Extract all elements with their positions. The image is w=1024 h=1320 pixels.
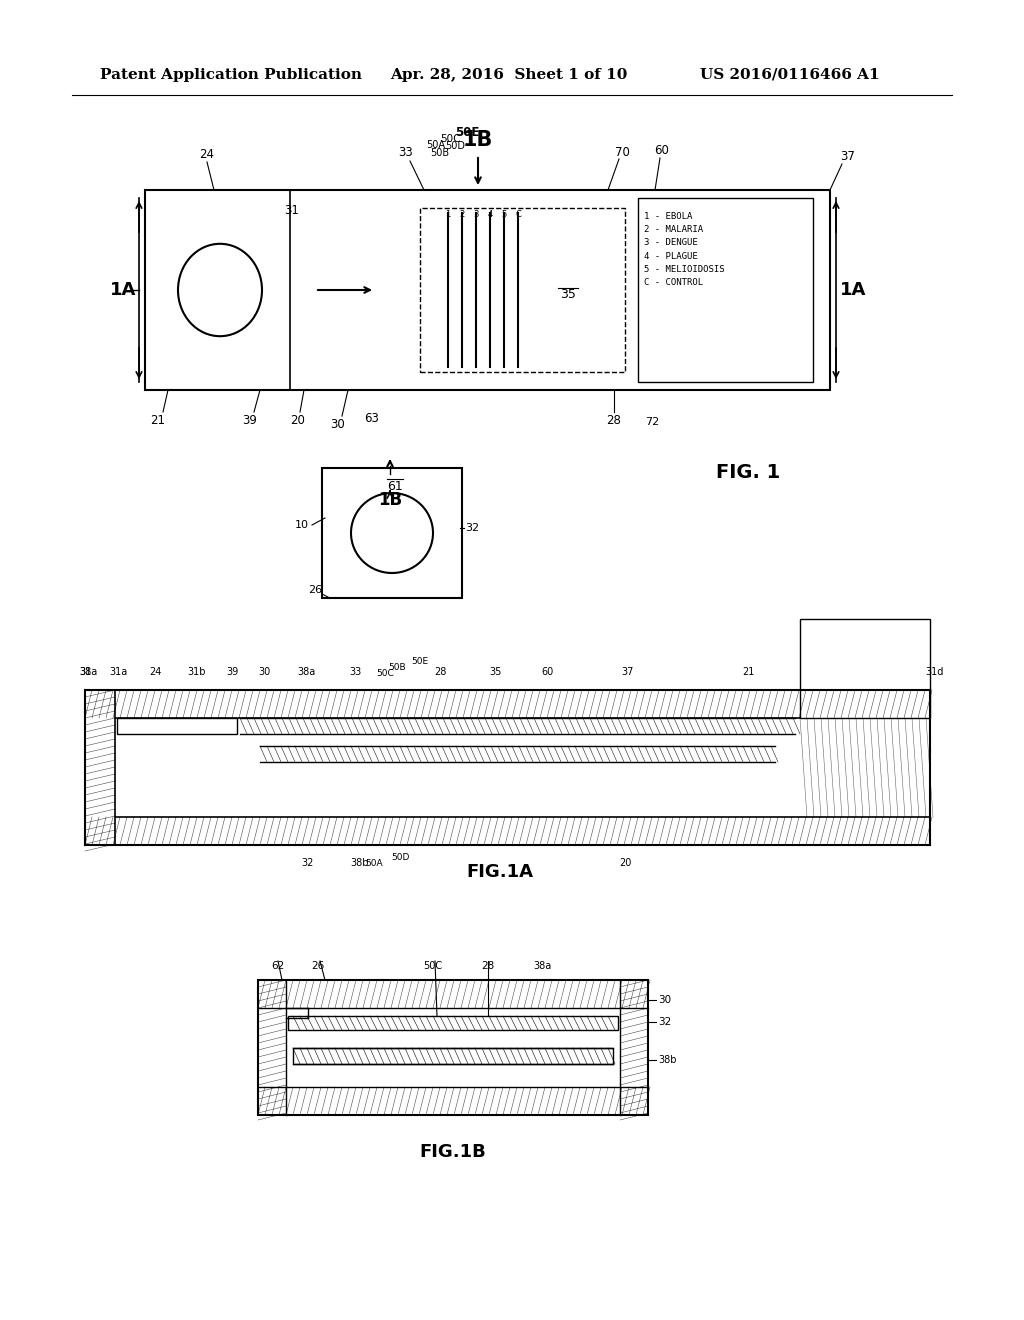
Text: 38b: 38b	[658, 1055, 677, 1065]
Text: 50B: 50B	[430, 148, 450, 158]
Text: 32: 32	[302, 858, 314, 869]
Text: 72: 72	[645, 417, 659, 426]
Text: 70: 70	[614, 145, 630, 158]
Text: 28: 28	[606, 413, 622, 426]
Text: 32: 32	[465, 523, 479, 533]
Text: 24: 24	[200, 149, 214, 161]
Bar	[85, 690, 930, 718]
Text: 32: 32	[658, 1016, 672, 1027]
Text: 1B: 1B	[463, 129, 494, 150]
Text: 62: 62	[271, 961, 285, 972]
Text: 1A: 1A	[110, 281, 136, 300]
Text: 50A: 50A	[366, 858, 383, 867]
Text: 1 - EBOLA
2 - MALARIA
3 - DENGUE
4 - PLAGUE
5 - MELIOIDOSIS
C - CONTROL: 1 - EBOLA 2 - MALARIA 3 - DENGUE 4 - PLA…	[644, 213, 725, 286]
Bar	[322, 469, 462, 598]
Text: 28: 28	[481, 961, 495, 972]
Text: 20: 20	[618, 858, 631, 869]
Text: 26: 26	[308, 585, 323, 595]
Text: 35: 35	[560, 289, 575, 301]
Text: 31d: 31d	[926, 667, 944, 677]
Text: Apr. 28, 2016  Sheet 1 of 10: Apr. 28, 2016 Sheet 1 of 10	[390, 69, 628, 82]
Text: 39: 39	[243, 413, 257, 426]
Bar	[293, 1048, 613, 1064]
Text: 31b: 31b	[187, 667, 206, 677]
Text: 3: 3	[473, 210, 478, 219]
Ellipse shape	[178, 244, 262, 337]
Text: 50E: 50E	[412, 656, 429, 665]
Text: 50B: 50B	[388, 663, 406, 672]
Text: 28: 28	[434, 667, 446, 677]
Text: 2: 2	[460, 210, 465, 219]
Text: 4: 4	[487, 210, 493, 219]
Text: 10: 10	[295, 520, 309, 531]
Text: 50C: 50C	[439, 135, 460, 144]
Text: 21: 21	[151, 413, 166, 426]
Bar	[117, 718, 237, 734]
Text: 33: 33	[349, 667, 361, 677]
Text: 37: 37	[841, 150, 855, 164]
Text: 60: 60	[542, 667, 554, 677]
Text: 50C: 50C	[376, 669, 394, 678]
Text: 61: 61	[387, 479, 402, 492]
Text: 30: 30	[331, 418, 345, 432]
Text: 50D: 50D	[445, 141, 465, 150]
Text: 37: 37	[622, 667, 634, 677]
Text: 35: 35	[488, 667, 501, 677]
Bar	[420, 209, 625, 372]
Text: 39: 39	[226, 667, 239, 677]
Text: 50E: 50E	[455, 125, 479, 139]
Text: 24: 24	[148, 667, 161, 677]
Bar	[145, 190, 830, 389]
Text: 60: 60	[654, 144, 670, 157]
Text: 1A: 1A	[840, 281, 866, 300]
Bar	[800, 619, 930, 718]
Ellipse shape	[351, 492, 433, 573]
Bar	[638, 198, 813, 381]
Text: 31a: 31a	[109, 667, 127, 677]
Text: US 2016/0116466 A1: US 2016/0116466 A1	[700, 69, 880, 82]
Text: FIG. 1: FIG. 1	[716, 462, 780, 482]
Text: 30: 30	[658, 995, 671, 1005]
Text: 38a: 38a	[79, 667, 97, 677]
Bar	[288, 1016, 618, 1030]
Bar	[85, 690, 115, 845]
Text: 1B: 1B	[378, 491, 402, 510]
Text: FIG.1A: FIG.1A	[467, 863, 534, 880]
Text: Patent Application Publication: Patent Application Publication	[100, 69, 362, 82]
Text: 20: 20	[291, 413, 305, 426]
Text: 50C: 50C	[424, 961, 442, 972]
Text: 38a: 38a	[532, 961, 551, 972]
Text: 5: 5	[502, 210, 507, 219]
Text: 50D: 50D	[391, 853, 410, 862]
Text: 26: 26	[311, 961, 325, 972]
Bar	[85, 817, 930, 845]
Text: 63: 63	[365, 412, 380, 425]
Text: 38b: 38b	[351, 858, 370, 869]
Text: 38a: 38a	[297, 667, 315, 677]
Text: C: C	[515, 210, 521, 219]
Text: 33: 33	[398, 147, 414, 160]
Text: 21: 21	[741, 667, 755, 677]
Text: 31: 31	[79, 667, 91, 677]
Bar	[258, 979, 648, 1115]
Text: 1: 1	[445, 210, 451, 219]
Text: 31: 31	[285, 203, 299, 216]
Text: FIG.1B: FIG.1B	[420, 1143, 486, 1162]
Text: 50A: 50A	[427, 140, 445, 150]
Text: 30: 30	[258, 667, 270, 677]
